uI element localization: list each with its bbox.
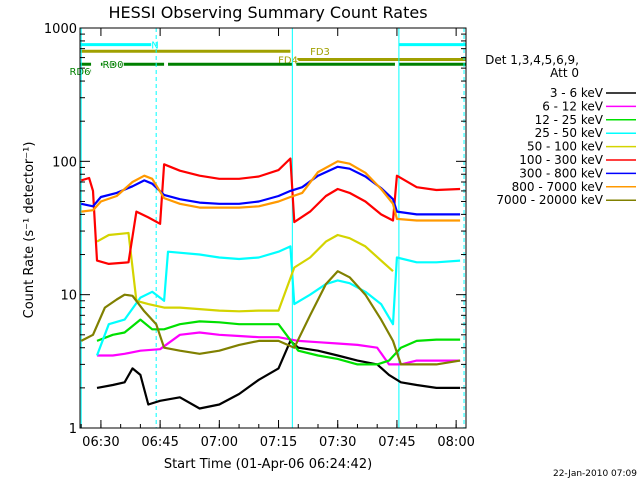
x-tick-label-1: 06:45 xyxy=(141,435,178,450)
series-line-2 xyxy=(96,318,461,366)
legend-label-4: 50 - 100 keV xyxy=(527,140,604,154)
y-tick-label-0: 1 xyxy=(69,422,77,437)
vertical-markers xyxy=(80,28,465,428)
series-line-6 xyxy=(80,165,461,216)
y-tick-label-3: 1000 xyxy=(44,22,77,37)
legend-label-5: 100 - 300 keV xyxy=(519,153,603,167)
y-tick-label-2: 100 xyxy=(52,155,77,170)
chart-title: HESSI Observing Summary Count Rates xyxy=(108,3,427,22)
axis-ticks: 06:30 06:45 07:00 07:15 07:30 07:45 08:00 1 10 10… xyxy=(44,22,475,450)
series-line-5 xyxy=(80,157,461,265)
legend-label-8: 7000 - 20000 keV xyxy=(496,193,603,207)
x-tick-label-4: 07:30 xyxy=(319,435,356,450)
series-line-7 xyxy=(81,160,461,222)
x-tick-label-6: 08:00 xyxy=(437,435,474,450)
y-tick-label-1: 10 xyxy=(60,289,77,304)
x-tick-label-0: 06:30 xyxy=(82,435,119,450)
legend-label-3: 25 - 50 keV xyxy=(535,126,604,140)
series-line-8 xyxy=(80,270,461,366)
legend-label-6: 300 - 800 keV xyxy=(519,166,603,180)
series-line-3 xyxy=(95,245,461,356)
state-bar-label-n: N xyxy=(151,41,158,52)
footer-timestamp: 22-Jan-2010 07:09 xyxy=(553,469,637,479)
x-tick-label-2: 07:00 xyxy=(201,435,238,450)
x-axis-label: Start Time (01-Apr-06 06:24:42) xyxy=(164,457,372,472)
state-bar-label-fd3: FD3 xyxy=(310,47,330,58)
plot-frame xyxy=(79,27,467,429)
x-tick-label-3: 07:15 xyxy=(260,435,297,450)
y-axis-label: Count Rate (s⁻¹ detector⁻¹) xyxy=(22,142,37,319)
legend-header-line-1: Det 1,3,4,5,6,9, xyxy=(485,53,579,67)
legend-label-7: 800 - 7000 keV xyxy=(512,180,604,194)
state-bar-label-rd0: RD0 xyxy=(102,60,123,71)
series-lines xyxy=(80,157,461,410)
legend-header-line-2: Att 0 xyxy=(550,66,579,80)
x-tick-label-5: 07:45 xyxy=(378,435,415,450)
series-line-4 xyxy=(96,231,394,313)
legend-label-0: 3 - 6 keV xyxy=(550,86,604,100)
series-line-0 xyxy=(96,339,461,410)
legend-label-1: 6 - 12 keV xyxy=(542,99,604,113)
legend-label-2: 12 - 25 keV xyxy=(535,113,604,127)
series-line-1 xyxy=(97,331,461,366)
